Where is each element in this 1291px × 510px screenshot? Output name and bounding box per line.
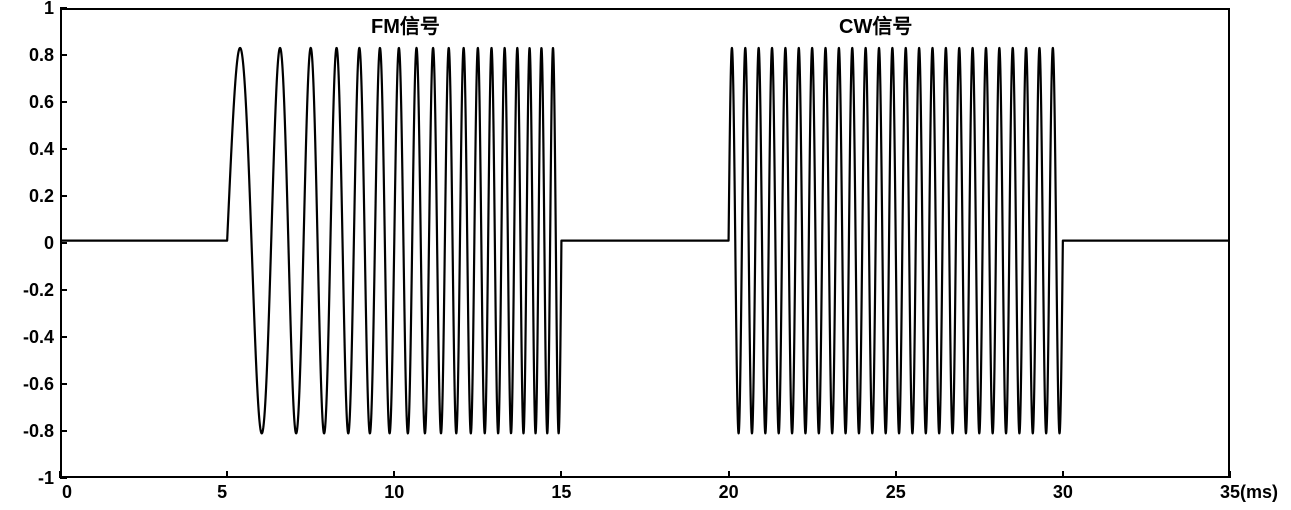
y-tick-label: -0.8 — [23, 421, 54, 442]
y-tick-mark — [60, 101, 67, 103]
x-tick-mark — [226, 471, 228, 478]
x-tick-mark — [728, 471, 730, 478]
x-tick-label: 25 — [886, 482, 906, 503]
y-tick-mark — [60, 430, 67, 432]
y-tick-mark — [60, 336, 67, 338]
y-tick-label: 1 — [44, 0, 54, 19]
y-tick-label: 0.2 — [29, 186, 54, 207]
y-tick-label: 0.8 — [29, 45, 54, 66]
chart-annotation: FM信号 — [371, 10, 440, 39]
y-tick-mark — [60, 289, 67, 291]
x-tick-label: 35 — [1220, 482, 1240, 503]
waveform-polyline — [60, 48, 1230, 433]
y-tick-mark — [60, 383, 67, 385]
y-tick-mark — [60, 54, 67, 56]
y-tick-mark — [60, 148, 67, 150]
x-tick-mark — [1229, 471, 1231, 478]
x-tick-label: 15 — [551, 482, 571, 503]
y-tick-mark — [60, 195, 67, 197]
y-tick-label: -0.6 — [23, 374, 54, 395]
x-tick-label: 5 — [217, 482, 227, 503]
signal-chart: -1-0.8-0.6-0.4-0.200.20.40.60.8105101520… — [0, 0, 1291, 510]
y-tick-label: -1 — [38, 468, 54, 489]
x-tick-mark — [1062, 471, 1064, 478]
chart-annotation: CW信号 — [839, 10, 912, 39]
x-axis-unit: (ms) — [1240, 482, 1278, 503]
y-tick-label: 0.4 — [29, 139, 54, 160]
x-tick-label: 10 — [384, 482, 404, 503]
y-tick-label: -0.2 — [23, 280, 54, 301]
y-tick-label: 0.6 — [29, 92, 54, 113]
x-tick-label: 20 — [719, 482, 739, 503]
x-tick-mark — [393, 471, 395, 478]
x-tick-label: 30 — [1053, 482, 1073, 503]
x-tick-label: 0 — [62, 482, 72, 503]
y-tick-mark — [60, 242, 67, 244]
x-tick-mark — [895, 471, 897, 478]
x-tick-mark — [560, 471, 562, 478]
y-tick-label: 0 — [44, 233, 54, 254]
x-tick-mark — [59, 471, 61, 478]
y-tick-label: -0.4 — [23, 327, 54, 348]
y-tick-mark — [60, 7, 67, 9]
y-tick-mark — [60, 477, 67, 479]
signal-line — [0, 0, 1291, 510]
